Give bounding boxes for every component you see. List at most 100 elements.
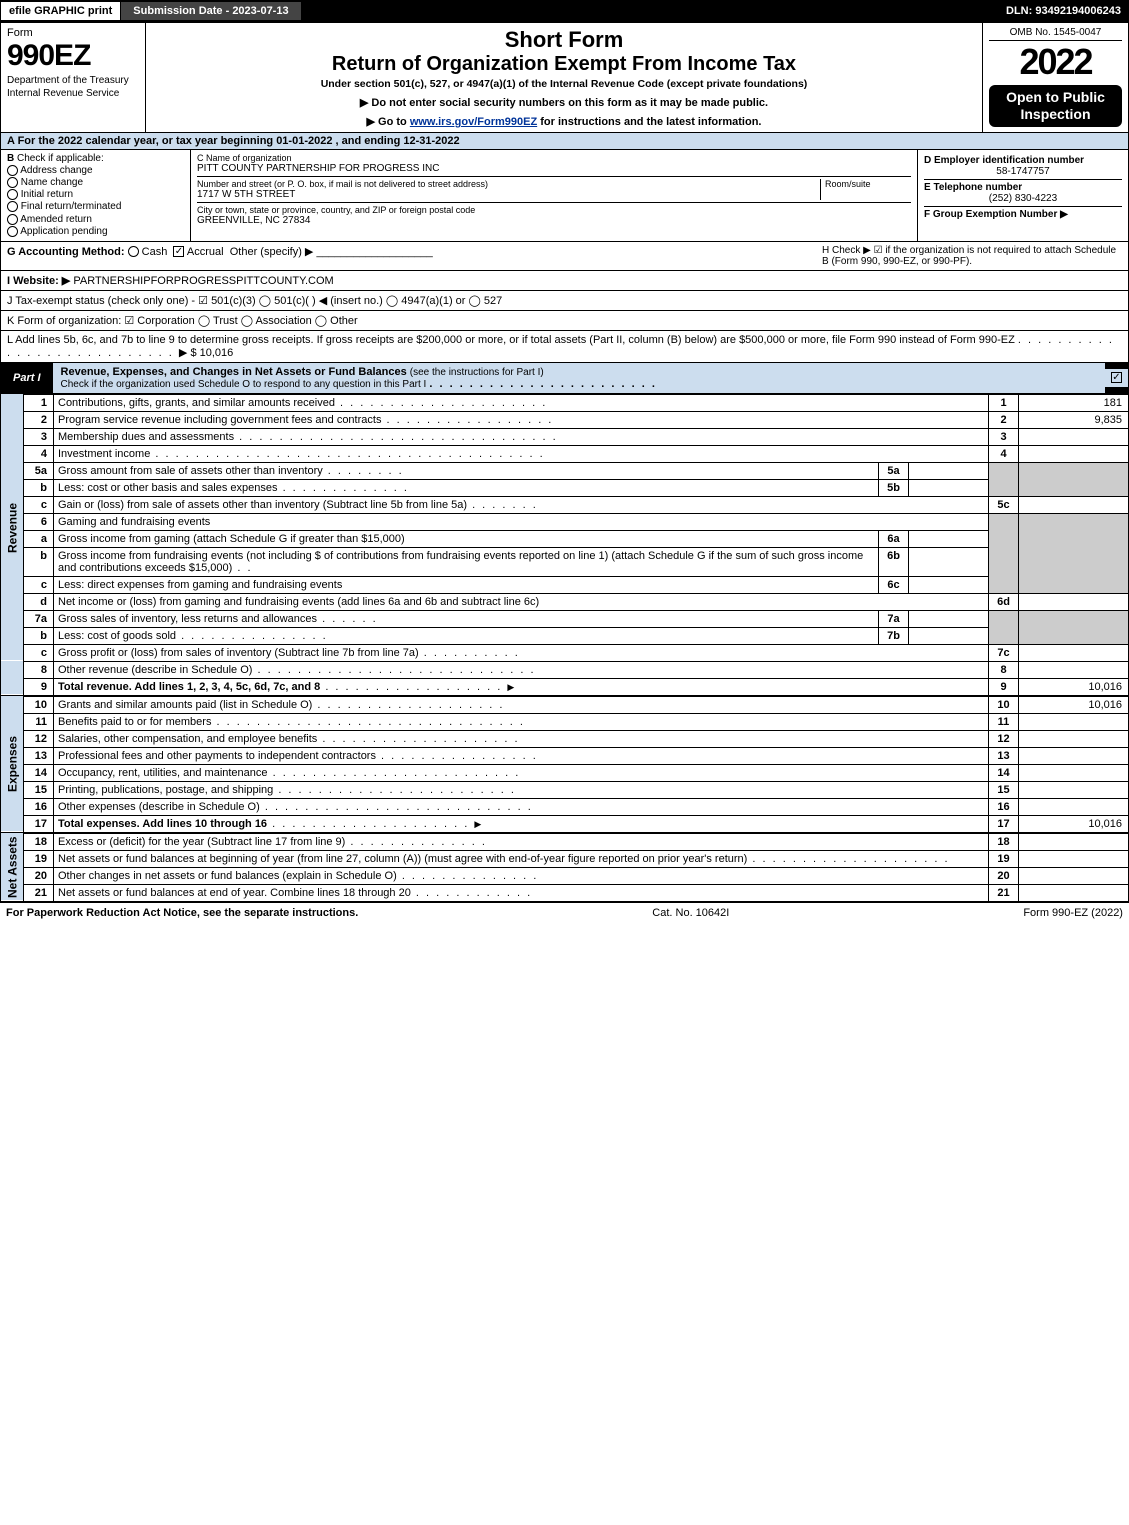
c-name-label: C Name of organization: [197, 153, 911, 163]
line-num: 9: [24, 678, 54, 695]
line-desc: Program service revenue including govern…: [54, 411, 989, 428]
open-to-public-badge: Open to Public Inspection: [989, 85, 1122, 127]
chk-amended-return[interactable]: Amended return: [7, 214, 184, 225]
i-label: I Website: ▶: [7, 275, 70, 287]
line-box: 3: [989, 428, 1019, 445]
h-schedule-b: H Check ▶ ☑ if the organization is not r…: [822, 245, 1122, 267]
e-phone-label: E Telephone number: [924, 182, 1122, 193]
line-num: 19: [24, 850, 54, 867]
line-desc: Professional fees and other payments to …: [54, 747, 989, 764]
line-num: 13: [24, 747, 54, 764]
line-desc: Net assets or fund balances at beginning…: [54, 850, 989, 867]
street-address: 1717 W 5TH STREET: [197, 189, 816, 200]
line-desc: Gross amount from sale of assets other t…: [54, 462, 879, 479]
revenue-vlabel-cont: [1, 661, 24, 695]
sub-box: 6c: [879, 576, 909, 593]
line-num: c: [24, 644, 54, 661]
line-box: 1: [989, 394, 1019, 411]
chk-address-change-label: Address change: [20, 165, 92, 176]
submission-date: Submission Date - 2023-07-13: [120, 1, 301, 21]
line-num: b: [24, 547, 54, 576]
line-desc: Excess or (deficit) for the year (Subtra…: [54, 833, 989, 850]
line-desc: Membership dues and assessments . . . . …: [54, 428, 989, 445]
efile-print-link[interactable]: efile GRAPHIC print: [0, 1, 121, 21]
sub-val: [909, 576, 989, 593]
org-name: PITT COUNTY PARTNERSHIP FOR PROGRESS INC: [197, 163, 911, 174]
sub-box: 7a: [879, 610, 909, 627]
city-state-zip: GREENVILLE, NC 27834: [197, 215, 911, 226]
hint-ssn: ▶ Do not enter social security numbers o…: [152, 96, 976, 109]
line-val: [1019, 713, 1129, 730]
line-val: [1019, 496, 1129, 513]
expenses-vlabel: Expenses: [1, 696, 24, 832]
hint-goto: ▶ Go to www.irs.gov/Form990EZ for instru…: [152, 115, 976, 128]
part1-title-paren: (see the instructions for Part I): [410, 367, 544, 378]
line-num: 21: [24, 884, 54, 901]
chk-name-change[interactable]: Name change: [7, 177, 184, 188]
irs-link[interactable]: www.irs.gov/Form990EZ: [410, 116, 537, 128]
short-form-title: Short Form: [152, 27, 976, 53]
part1-header: Part I Revenue, Expenses, and Changes in…: [0, 363, 1129, 394]
line-desc: Other revenue (describe in Schedule O) .…: [54, 661, 989, 678]
line-num: c: [24, 496, 54, 513]
sub-val: [909, 610, 989, 627]
ein-value: 58-1747757: [924, 166, 1122, 177]
line-desc: Less: cost of goods sold . . . . . . . .…: [54, 627, 879, 644]
line-num: 11: [24, 713, 54, 730]
line-num: 3: [24, 428, 54, 445]
sub-box: 6b: [879, 547, 909, 576]
line-num: a: [24, 530, 54, 547]
chk-address-change[interactable]: Address change: [7, 165, 184, 176]
line-num: 17: [24, 815, 54, 832]
line-num: 5a: [24, 462, 54, 479]
hint-goto-prefix: ▶ Go to: [367, 116, 410, 128]
row-i-website: I Website: ▶ PARTNERSHIPFORPROGRESSPITTC…: [0, 271, 1129, 291]
grey-cell: [989, 513, 1019, 593]
g-label: G Accounting Method:: [7, 246, 125, 258]
street-label: Number and street (or P. O. box, if mail…: [197, 179, 816, 189]
return-title: Return of Organization Exempt From Incom…: [152, 53, 976, 76]
chk-initial-return[interactable]: Initial return: [7, 189, 184, 200]
line-desc: Printing, publications, postage, and shi…: [54, 781, 989, 798]
line-desc: Gross sales of inventory, less returns a…: [54, 610, 879, 627]
website-value: PARTNERSHIPFORPROGRESSPITTCOUNTY.COM: [73, 275, 333, 287]
g-accrual-check[interactable]: [173, 246, 184, 257]
line-val: [1019, 593, 1129, 610]
line-num: 2: [24, 411, 54, 428]
chk-final-return[interactable]: Final return/terminated: [7, 201, 184, 212]
row-j-tax-exempt: J Tax-exempt status (check only one) - ☑…: [0, 291, 1129, 311]
line-val: 10,016: [1019, 696, 1129, 713]
part1-tab: Part I: [1, 369, 53, 387]
line-num: 20: [24, 867, 54, 884]
phone-value: (252) 830-4223: [924, 193, 1122, 204]
sub-val: [909, 462, 989, 479]
chk-application-pending[interactable]: Application pending: [7, 226, 184, 237]
chk-name-change-label: Name change: [21, 177, 83, 188]
line-box: 14: [989, 764, 1019, 781]
line-val: [1019, 661, 1129, 678]
col-b-check-if-applicable: B Check if applicable: Address change Na…: [1, 150, 191, 241]
line-num: b: [24, 479, 54, 496]
line-box: 20: [989, 867, 1019, 884]
row-a-calendar-year: A For the 2022 calendar year, or tax yea…: [0, 133, 1129, 150]
line-val: [1019, 445, 1129, 462]
g-cash-radio[interactable]: [128, 246, 139, 257]
line-box: 16: [989, 798, 1019, 815]
part1-schedule-o-check[interactable]: [1105, 369, 1128, 387]
part1-title: Revenue, Expenses, and Changes in Net As…: [53, 363, 1105, 393]
line-val: [1019, 850, 1129, 867]
l-text: L Add lines 5b, 6c, and 7b to line 9 to …: [7, 334, 1015, 346]
g-cash-label: Cash: [142, 246, 168, 258]
line-desc: Grants and similar amounts paid (list in…: [54, 696, 989, 713]
line-desc: Salaries, other compensation, and employ…: [54, 730, 989, 747]
revenue-vlabel: Revenue: [1, 394, 24, 661]
section-bcd: B Check if applicable: Address change Na…: [0, 150, 1129, 242]
line-val: 181: [1019, 394, 1129, 411]
d-ein-label: D Employer identification number: [924, 155, 1122, 166]
page-footer: For Paperwork Reduction Act Notice, see …: [0, 902, 1129, 923]
line-box: 12: [989, 730, 1019, 747]
chk-initial-return-label: Initial return: [21, 189, 73, 200]
line-num: 8: [24, 661, 54, 678]
line-num: 18: [24, 833, 54, 850]
line-desc: Gross profit or (loss) from sales of inv…: [54, 644, 989, 661]
